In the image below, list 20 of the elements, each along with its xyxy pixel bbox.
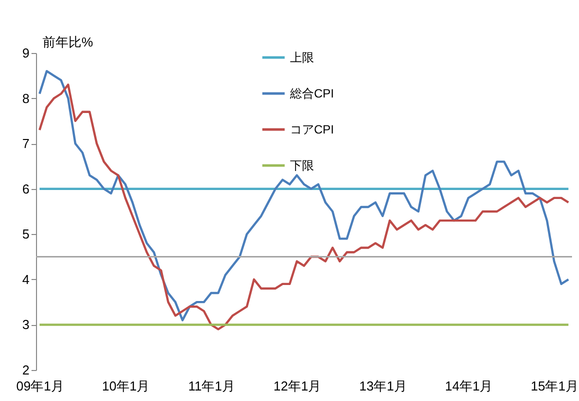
y-tick-label: 6: [22, 181, 30, 196]
y-tick-label: 8: [22, 90, 30, 106]
y-tick-label: 3: [22, 317, 30, 332]
y-tick-label: 9: [22, 46, 30, 60]
legend-label: 総合CPI: [289, 86, 334, 100]
x-tick-label: 11年1月: [188, 378, 235, 394]
legend-label: 下限: [290, 158, 314, 172]
x-tick-label: 15年1月: [530, 378, 578, 394]
y-tick-label: 5: [22, 226, 30, 242]
x-tick-label: 10年1月: [102, 378, 150, 394]
y-tick-label: 7: [22, 136, 30, 152]
x-tick-label: 12年1月: [274, 378, 322, 394]
y-axis-title: 前年比%: [42, 34, 94, 50]
x-tick-label: 14年1月: [445, 378, 493, 394]
legend-label: コアCPI: [290, 122, 334, 136]
x-tick-label: 13年1月: [359, 378, 407, 394]
legend-label: 上限: [290, 50, 314, 64]
y-tick-label: 2: [22, 362, 30, 378]
y-tick-label: 4: [22, 272, 30, 287]
x-tick-label: 09年1月: [16, 378, 64, 394]
